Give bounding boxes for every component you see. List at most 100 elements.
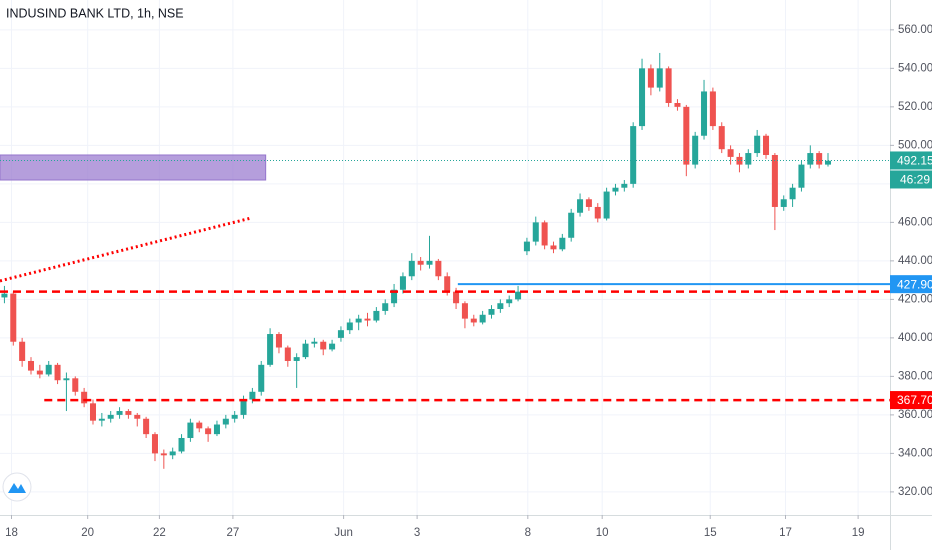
price-label: 367.70	[897, 393, 932, 407]
candle-body	[727, 149, 734, 157]
candle-body	[213, 424, 220, 435]
candle-body	[258, 364, 265, 392]
x-tick-label: 22	[153, 527, 166, 539]
candle-body	[630, 126, 637, 184]
candle-body	[320, 341, 327, 350]
candle-body	[824, 160, 832, 165]
y-tick-label: 520.00	[898, 101, 932, 113]
candle-body	[134, 414, 141, 419]
trend-line	[0, 216, 252, 283]
candle-body	[346, 322, 353, 331]
candle-body	[45, 364, 52, 375]
candle-body	[488, 309, 495, 315]
candle-body	[382, 303, 389, 311]
candle-body	[311, 341, 318, 344]
y-tick-label: 560.00	[898, 24, 932, 36]
candle-body	[169, 451, 176, 456]
candle-body	[293, 357, 300, 361]
candle-body	[497, 303, 504, 309]
candle-body	[754, 135, 761, 154]
candle-body	[373, 310, 380, 321]
candle-body	[515, 291, 522, 300]
candle-body	[550, 245, 557, 250]
candle-body	[178, 437, 185, 452]
candle-body	[789, 187, 796, 200]
candle-body	[187, 422, 194, 438]
candle-body	[391, 289, 398, 304]
x-tick-label: 19	[852, 527, 865, 539]
candle-body	[656, 68, 663, 88]
candle-body	[816, 153, 823, 165]
y-tick-label: 320.00	[898, 486, 932, 498]
candle-body	[151, 434, 158, 454]
candle-body	[302, 343, 309, 358]
candle-body	[692, 135, 699, 165]
candle-body	[763, 135, 770, 155]
candle-body	[780, 199, 787, 207]
candle-body	[116, 411, 123, 415]
candle-body	[470, 318, 477, 323]
candle-body	[435, 260, 442, 277]
candle-body	[284, 347, 291, 361]
plot-area	[0, 0, 890, 515]
candle-body	[736, 156, 743, 165]
candle-body	[267, 334, 274, 365]
logo	[2, 472, 32, 502]
candle-body	[72, 378, 79, 392]
candle-body	[1, 293, 8, 298]
candle-body	[665, 68, 672, 103]
candle-body	[205, 428, 212, 435]
candle-body	[798, 164, 805, 188]
candle-body	[585, 199, 592, 207]
candle-body	[568, 212, 575, 238]
chart-title: INDUSIND BANK LTD, 1h, NSE	[6, 6, 184, 20]
candle-body	[541, 222, 548, 246]
candle-body	[54, 364, 61, 381]
candle-body	[647, 68, 654, 88]
candle-body	[444, 276, 451, 292]
candle-body	[701, 91, 708, 136]
candle-body	[426, 260, 433, 265]
price-label: 427.90	[897, 277, 932, 291]
x-tick-label: 18	[5, 527, 18, 539]
x-tick-label: 10	[596, 527, 609, 539]
candle-body	[231, 414, 238, 419]
candle-body	[771, 154, 778, 207]
x-tick-label: 8	[525, 527, 531, 539]
candle-body	[532, 222, 539, 242]
candle-body	[417, 260, 424, 265]
x-tick-label: 20	[81, 527, 94, 539]
candle-body	[674, 103, 681, 107]
price-label-box	[890, 391, 932, 410]
zone	[0, 154, 267, 181]
y-tick-label: 400.00	[898, 332, 932, 344]
candle-body	[143, 418, 150, 435]
y-tick-label: 380.00	[898, 370, 932, 382]
x-tick-label: 17	[779, 527, 792, 539]
candle-body	[603, 191, 610, 219]
candle-body	[807, 153, 814, 165]
price-label-box	[890, 151, 932, 170]
candle-body	[240, 399, 247, 415]
candle-body	[98, 418, 105, 421]
candle-body	[612, 187, 619, 192]
candle-body	[337, 330, 344, 338]
candle-body	[36, 370, 43, 375]
candle-body	[275, 334, 282, 348]
candle-body	[709, 91, 716, 127]
y-tick-label: 360.00	[898, 409, 932, 421]
candle-body	[399, 276, 406, 290]
candle-body	[10, 293, 17, 342]
candle-body	[559, 237, 566, 250]
price-label-box	[890, 275, 932, 294]
candle-body	[683, 106, 690, 165]
candle-body	[63, 378, 70, 381]
candle-body	[81, 391, 88, 404]
candle-body	[355, 318, 362, 323]
candle-body	[639, 68, 646, 127]
candle-body	[408, 260, 415, 277]
x-tick-label: 3	[414, 527, 420, 539]
candle-body	[453, 291, 460, 304]
candle-body	[364, 318, 371, 321]
